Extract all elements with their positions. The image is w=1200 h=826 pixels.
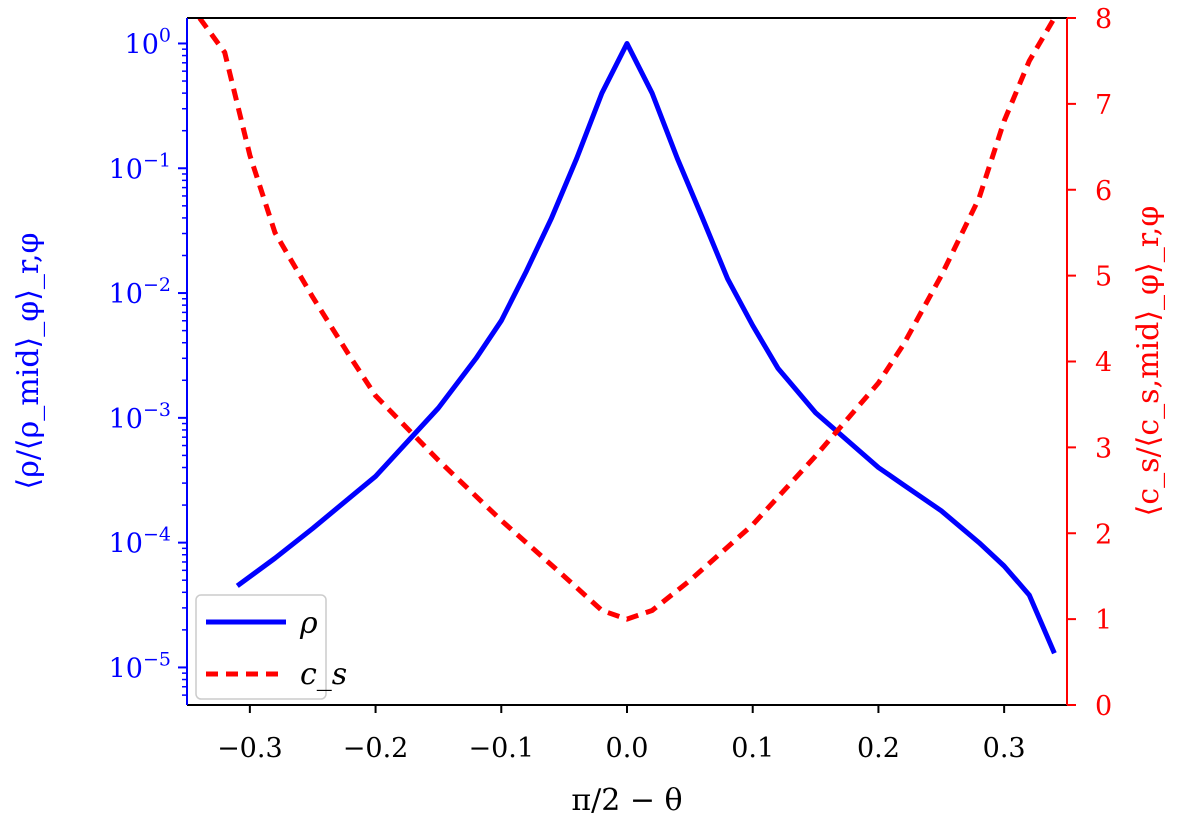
x-tick-label: 0.2 — [857, 733, 900, 764]
y-right-tick-label: 8 — [1095, 4, 1112, 35]
x-tick-label: 0.1 — [731, 733, 774, 764]
y-right-tick-label: 6 — [1095, 176, 1112, 207]
x-axis-ticks: −0.3 −0.2 −0.1 0.0 0.1 0.2 0.3 — [217, 705, 1026, 764]
y-left-tick-label: 10−2 — [109, 274, 171, 310]
x-tick-label: −0.3 — [217, 733, 283, 764]
y-right-tick-label: 4 — [1095, 348, 1112, 379]
series-line-cs — [197, 18, 1057, 622]
y-left-axis-label: ⟨ρ/⟨ρ_mid⟩_φ⟩_r,φ — [11, 232, 46, 489]
y-right-axis-ticks: 0 1 2 3 4 5 6 7 8 — [1067, 4, 1112, 722]
y-right-tick-label: 1 — [1095, 605, 1112, 636]
y-right-tick-label: 7 — [1095, 90, 1112, 121]
axes-frame — [186, 17, 1068, 706]
series-layer — [197, 18, 1057, 655]
y-left-tick-label: 10−4 — [109, 524, 171, 560]
y-right-tick-label: 0 — [1095, 691, 1112, 722]
x-tick-label: 0.0 — [606, 733, 649, 764]
y-left-tick-label: 100 — [125, 24, 171, 60]
y-left-tick-label: 10−5 — [109, 648, 171, 684]
y-right-tick-label: 2 — [1095, 519, 1112, 550]
legend-rho-label: ρ — [299, 606, 318, 641]
x-axis-label: π/2 − θ — [571, 783, 682, 818]
x-tick-label: −0.1 — [469, 733, 535, 764]
legend-cs-label: c_s — [300, 657, 347, 692]
x-tick-label: 0.3 — [983, 733, 1026, 764]
y-right-tick-label: 5 — [1095, 262, 1112, 293]
series-line-rho — [235, 41, 1057, 655]
y-left-axis-ticks: 100 10−1 10−2 10−3 10−4 10−5 — [109, 24, 187, 696]
y-right-axis-label: ⟨c_s/⟨c_s,mid⟩_φ⟩_r,φ — [1131, 206, 1166, 517]
y-left-tick-label: 10−3 — [109, 399, 171, 435]
legend: ρ c_s — [195, 594, 347, 700]
y-right-tick-label: 3 — [1095, 433, 1112, 464]
y-left-tick-label: 10−1 — [109, 149, 171, 185]
x-tick-label: −0.2 — [343, 733, 409, 764]
